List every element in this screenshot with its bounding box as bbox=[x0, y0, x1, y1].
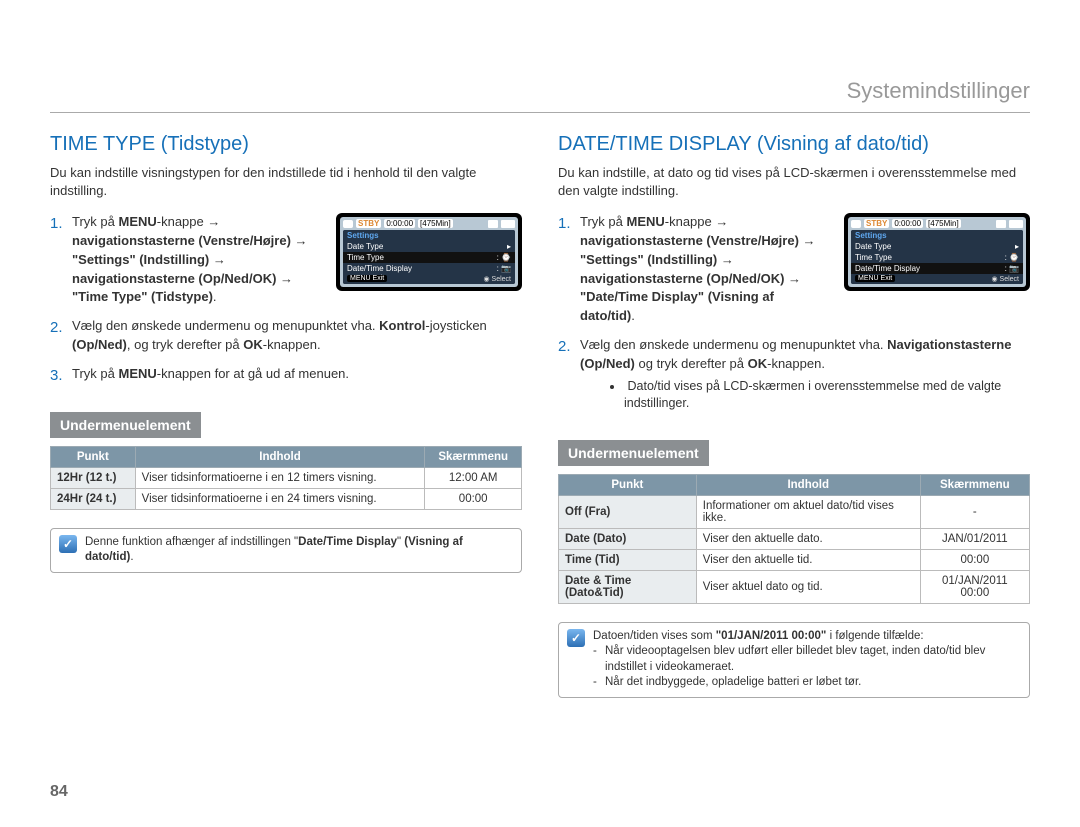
right-intro: Du kan indstille, at dato og tid vises p… bbox=[558, 164, 1030, 199]
note-list-item: Når videooptagelsen blev udført eller bi… bbox=[593, 644, 1021, 675]
th-skaerm: Skærmmenu bbox=[425, 446, 522, 467]
left-sub-header: Undermenuelement bbox=[50, 412, 201, 438]
page-number: 84 bbox=[50, 783, 68, 801]
left-column: TIME TYPE (Tidstype) Du kan indstille vi… bbox=[50, 133, 522, 698]
note-icon: ✓ bbox=[59, 535, 77, 553]
right-step-2: 2. Vælg den ønskede undermenu og menupun… bbox=[558, 336, 1030, 411]
left-step-2: 2. Vælg den ønskede undermenu og menupun… bbox=[50, 317, 522, 355]
left-title: TIME TYPE (Tidstype) bbox=[50, 133, 522, 156]
left-table: Punkt Indhold Skærmmenu 12Hr (12 t.) Vis… bbox=[50, 446, 522, 510]
left-step-1: 1. Tryk på MENU-knappe → navigationstast… bbox=[50, 213, 522, 307]
left-step-3: 3. Tryk på MENU-knappen for at gå ud af … bbox=[50, 365, 522, 384]
right-sub-header: Undermenuelement bbox=[558, 440, 709, 466]
page-header: Systemindstillinger bbox=[50, 78, 1030, 113]
right-step-1: 1. Tryk på MENU-knappe → navigationstast… bbox=[558, 213, 1030, 326]
table-row: Date (Dato) Viser den aktuelle dato. JAN… bbox=[559, 528, 1030, 549]
left-note: ✓ Denne funktion afhænger af indstilling… bbox=[50, 528, 522, 573]
right-step-2-sub: Dato/tid vises på LCD-skærmen i overenss… bbox=[610, 378, 1030, 412]
th-skaerm: Skærmmenu bbox=[920, 474, 1029, 495]
right-title: DATE/TIME DISPLAY (Visning af dato/tid) bbox=[558, 133, 1030, 156]
right-column: DATE/TIME DISPLAY (Visning af dato/tid) … bbox=[558, 133, 1030, 698]
table-row: 24Hr (24 t.) Viser tidsinformatioerne i … bbox=[51, 488, 522, 509]
th-indhold: Indhold bbox=[696, 474, 920, 495]
table-row: Date & Time (Dato&Tid) Viser aktuel dato… bbox=[559, 570, 1030, 603]
note-list-item: Når det indbyggede, opladelige batteri e… bbox=[593, 675, 1021, 691]
table-row: 12Hr (12 t.) Viser tidsinformatioerne i … bbox=[51, 467, 522, 488]
th-punkt: Punkt bbox=[51, 446, 136, 467]
table-row: Time (Tid) Viser den aktuelle tid. 00:00 bbox=[559, 549, 1030, 570]
th-indhold: Indhold bbox=[135, 446, 425, 467]
right-note: ✓ Datoen/tiden vises som "01/JAN/2011 00… bbox=[558, 622, 1030, 698]
table-row: Off (Fra) Informationer om aktuel dato/t… bbox=[559, 495, 1030, 528]
right-table: Punkt Indhold Skærmmenu Off (Fra) Inform… bbox=[558, 474, 1030, 604]
note-icon: ✓ bbox=[567, 629, 585, 647]
left-intro: Du kan indstille visningstypen for den i… bbox=[50, 164, 522, 199]
th-punkt: Punkt bbox=[559, 474, 697, 495]
